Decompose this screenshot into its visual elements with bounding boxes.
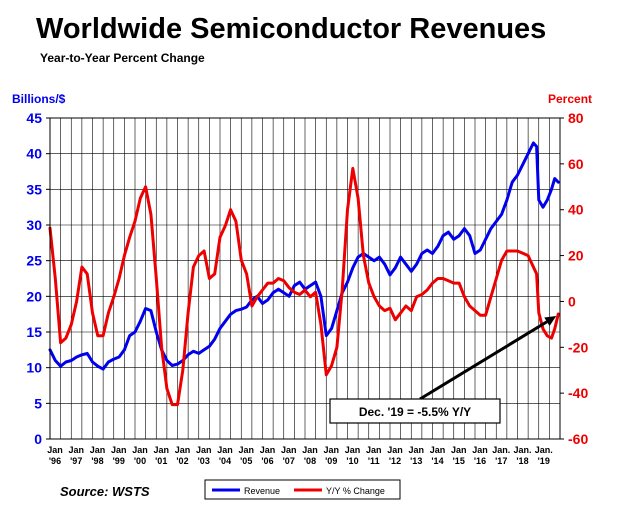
right-tick-label: 60 [568,156,584,172]
left-tick-label: 5 [34,395,42,411]
x-tick-label-year: '17 [495,456,507,466]
right-tick-label: -20 [568,339,588,355]
left-axis-ticks: 0 5 10 15 20 25 30 35 40 45 [26,110,50,447]
legend: Revenue Y/Y % Change [204,479,401,500]
left-tick-label: 25 [26,253,42,269]
right-tick-label: 0 [568,293,576,309]
x-tick-label-year: '01 [155,456,167,466]
x-tick-label-year: '98 [91,456,103,466]
left-axis-label: Billions/$ [12,92,66,106]
annotation-arrowhead [544,316,557,327]
left-tick-label: 45 [26,110,42,126]
x-tick-label-year: '18 [516,456,528,466]
x-tick-label-year: '97 [70,456,82,466]
series-lines [48,141,560,407]
right-tick-label: 20 [568,248,584,264]
x-tick-label-month: Jan [323,445,339,455]
x-tick-label-year: '12 [389,456,401,466]
x-tick-label-year: '00 [134,456,146,466]
x-tick-label-year: '08 [304,456,316,466]
x-tick-label-year: '11 [368,456,380,466]
x-tick-label-year: '14 [431,456,443,466]
x-tick-label-month: Jan. [513,445,531,455]
x-tick-label-month: Jan [175,445,191,455]
x-tick-label-month: Jan [472,445,488,455]
x-tick-label-month: Jan [132,445,148,455]
x-tick-label-year: '03 [198,456,210,466]
x-tick-label-year: '13 [410,456,422,466]
x-tick-label-year: '96 [49,456,61,466]
x-tick-label-month: Jan [451,445,467,455]
right-axis-ticks: -60 -40 -20 0 20 40 60 80 [560,110,588,447]
series-line-y-y-change [48,166,560,407]
x-tick-label-month: Jan [47,445,63,455]
chart-title: Worldwide Semiconductor Revenues [36,13,546,45]
x-tick-label-month: Jan [111,445,127,455]
x-tick-label-month: Jan [366,445,382,455]
right-tick-label: -60 [568,431,588,447]
left-tick-label: 15 [26,324,42,340]
left-tick-label: 20 [26,288,42,304]
plot-frame [49,117,561,440]
x-tick-label-month: Jan [217,445,233,455]
x-tick-label-year: '19 [538,456,550,466]
x-tick-label-month: Jan [302,445,318,455]
x-tick-label-month: Jan [260,445,276,455]
right-tick-label: 40 [568,202,584,218]
right-tick-label: 80 [568,110,584,126]
x-tick-label-month: Jan [153,445,169,455]
annotation-arrow [419,320,548,401]
left-tick-label: 10 [26,360,42,376]
legend-label-yoy: Y/Y % Change [326,486,385,496]
x-tick-label-year: '09 [325,456,337,466]
x-tick-label-year: '06 [261,456,273,466]
grid [50,118,560,439]
annotation-text: Dec. '19 = -5.5% Y/Y [359,405,471,419]
x-tick-label-month: Jan. [492,445,510,455]
x-tick-label-month: Jan [90,445,106,455]
x-tick-label-month: Jan [408,445,424,455]
x-tick-label-year: '02 [176,456,188,466]
x-tick-label-month: Jan. [535,445,553,455]
left-tick-label: 0 [34,431,42,447]
x-tick-label-year: '16 [474,456,486,466]
x-tick-label-month: Jan [238,445,254,455]
x-tick-label-year: '07 [283,456,295,466]
x-axis-ticks: Jan'96Jan'97Jan'98Jan'99Jan'00Jan'01Jan'… [47,445,553,466]
x-tick-label-year: '15 [453,456,465,466]
left-tick-label: 40 [26,146,42,162]
annotation-box [329,398,501,424]
x-tick-label-month: Jan [345,445,361,455]
x-tick-label-month: Jan [430,445,446,455]
x-tick-label-year: '05 [240,456,252,466]
x-tick-label-year: '99 [113,456,125,466]
left-tick-label: 35 [26,181,42,197]
x-tick-label-month: Jan [68,445,84,455]
legend-label-revenue: Revenue [244,486,280,496]
right-axis-label: Percent [548,92,592,106]
x-tick-label-year: '04 [219,456,231,466]
chart-subtitle: Year-to-Year Percent Change [40,51,205,65]
source-note: Source: WSTS [60,484,150,499]
series-line-revenue [48,141,560,371]
x-tick-label-month: Jan [196,445,212,455]
right-tick-label: -40 [568,385,588,401]
x-tick-label-year: '10 [346,456,358,466]
x-tick-label-month: Jan [387,445,403,455]
annotation: Dec. '19 = -5.5% Y/Y [329,316,557,424]
x-tick-label-month: Jan [281,445,297,455]
left-tick-label: 30 [26,217,42,233]
